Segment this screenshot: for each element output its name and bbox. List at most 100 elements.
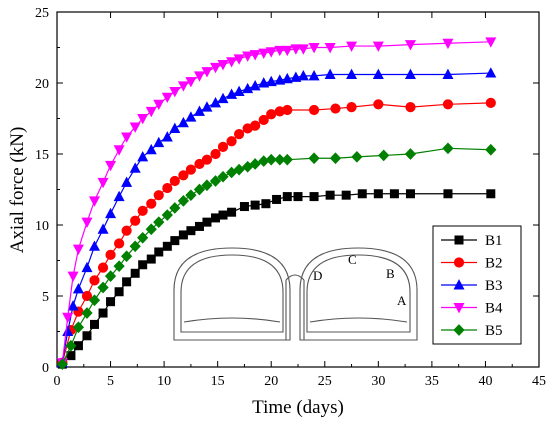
axis-tick-labels: 0 5 10 15 20 25 30 35 40 45 0 5 10 15 20 25	[35, 6, 546, 389]
data-point-B5	[72, 321, 85, 334]
data-point-B3	[169, 122, 181, 133]
data-point-B5	[169, 202, 181, 214]
data-point-B4	[297, 44, 309, 55]
data-point-B1	[211, 213, 221, 223]
data-point-B2	[162, 182, 173, 194]
data-point-B3	[442, 68, 454, 79]
data-point-B4	[404, 40, 416, 51]
data-point-B3	[233, 85, 245, 97]
data-point-B3	[226, 88, 238, 99]
data-point-B1	[218, 210, 228, 220]
y-tick-label: 0	[42, 361, 49, 376]
data-point-B1	[98, 308, 108, 318]
legend-label: B3	[485, 278, 503, 294]
data-point-B2	[137, 205, 148, 216]
data-point-B1	[325, 190, 335, 200]
data-point-B4	[442, 38, 454, 50]
x-tick-label: 30	[371, 374, 385, 389]
data-point-B1	[250, 200, 260, 210]
data-point-B1	[122, 277, 132, 287]
data-point-B5	[56, 358, 68, 370]
data-point-B5	[161, 209, 173, 221]
data-point-B1	[272, 194, 282, 204]
data-point-B5	[104, 270, 117, 282]
inset-label-c: C	[348, 252, 357, 267]
right-tunnel-outer	[299, 247, 418, 341]
legend: B1 B2 B3 B4 B5	[432, 225, 522, 345]
data-point-B2	[210, 148, 221, 160]
data-point-B4	[258, 48, 270, 60]
data-point-B4	[129, 122, 141, 133]
inset-label-b: B	[386, 266, 395, 281]
data-point-B2	[81, 290, 93, 302]
data-point-B1	[186, 226, 196, 236]
legend-item-B5: B5	[441, 323, 503, 339]
data-point-B3	[145, 143, 157, 155]
data-point-B4	[201, 67, 213, 78]
data-point-B3	[129, 162, 141, 173]
data-point-B5	[217, 170, 229, 183]
inset-label-a: A	[397, 293, 407, 308]
data-point-B4	[233, 54, 245, 65]
x-tick-label: 0	[54, 374, 61, 389]
legend-marker	[453, 257, 465, 268]
data-point-B5	[129, 240, 141, 253]
data-point-B4	[346, 41, 358, 52]
y-tick-label: 10	[35, 219, 49, 234]
x-tick-label: 15	[211, 374, 225, 389]
x-tick-label: 40	[478, 374, 492, 389]
series-B5	[56, 142, 497, 370]
middle-pillar	[285, 274, 305, 340]
data-point-B4	[185, 77, 197, 88]
legend-item-B1: B1	[441, 233, 503, 249]
data-point-B5	[81, 307, 93, 319]
data-point-B5	[351, 151, 363, 163]
data-point-B3	[404, 68, 416, 79]
data-point-B4	[67, 271, 79, 282]
data-point-B1	[293, 192, 303, 202]
data-point-B3	[72, 283, 84, 294]
legend-label: B1	[485, 233, 503, 249]
inset-label-d: D	[313, 268, 322, 283]
data-point-B5	[249, 158, 261, 170]
data-point-B4	[249, 50, 261, 61]
data-point-B3	[308, 70, 320, 81]
data-point-B4	[290, 44, 302, 55]
data-point-B1	[261, 199, 271, 209]
data-point-B4	[265, 47, 277, 58]
data-point-B3	[88, 240, 100, 251]
data-point-B5	[201, 179, 213, 192]
legend-marker	[453, 279, 465, 290]
data-point-B4	[485, 37, 497, 48]
data-point-B1	[114, 287, 124, 297]
data-point-B2	[308, 104, 320, 116]
data-point-B3	[113, 190, 125, 202]
data-point-B1	[357, 189, 367, 199]
data-point-B4	[308, 42, 320, 54]
x-axis-title: Time (days)	[252, 397, 344, 418]
left-tunnel-inner	[180, 254, 284, 333]
data-point-B2	[250, 120, 261, 131]
data-point-B1	[162, 241, 172, 251]
data-point-B5	[65, 339, 77, 352]
data-point-B2	[178, 170, 189, 181]
data-point-B3	[153, 136, 165, 148]
data-point-B4	[97, 177, 109, 189]
data-point-B2	[105, 249, 116, 260]
right-tunnel-invert	[309, 317, 408, 323]
data-point-B2	[266, 109, 277, 120]
data-point-B5	[485, 143, 497, 156]
data-point-B3	[290, 71, 302, 82]
data-point-B4	[105, 160, 117, 172]
y-tick-label: 20	[35, 77, 49, 92]
data-point-B1	[194, 221, 204, 231]
data-point-B2	[89, 275, 100, 286]
data-point-B4	[226, 57, 238, 68]
tunnel-cross-section-inset	[173, 247, 418, 341]
data-point-B3	[372, 68, 384, 79]
data-point-B1	[373, 189, 383, 199]
x-tick-label: 25	[318, 374, 332, 389]
data-point-B3	[67, 300, 79, 311]
data-point-B5	[121, 250, 133, 263]
